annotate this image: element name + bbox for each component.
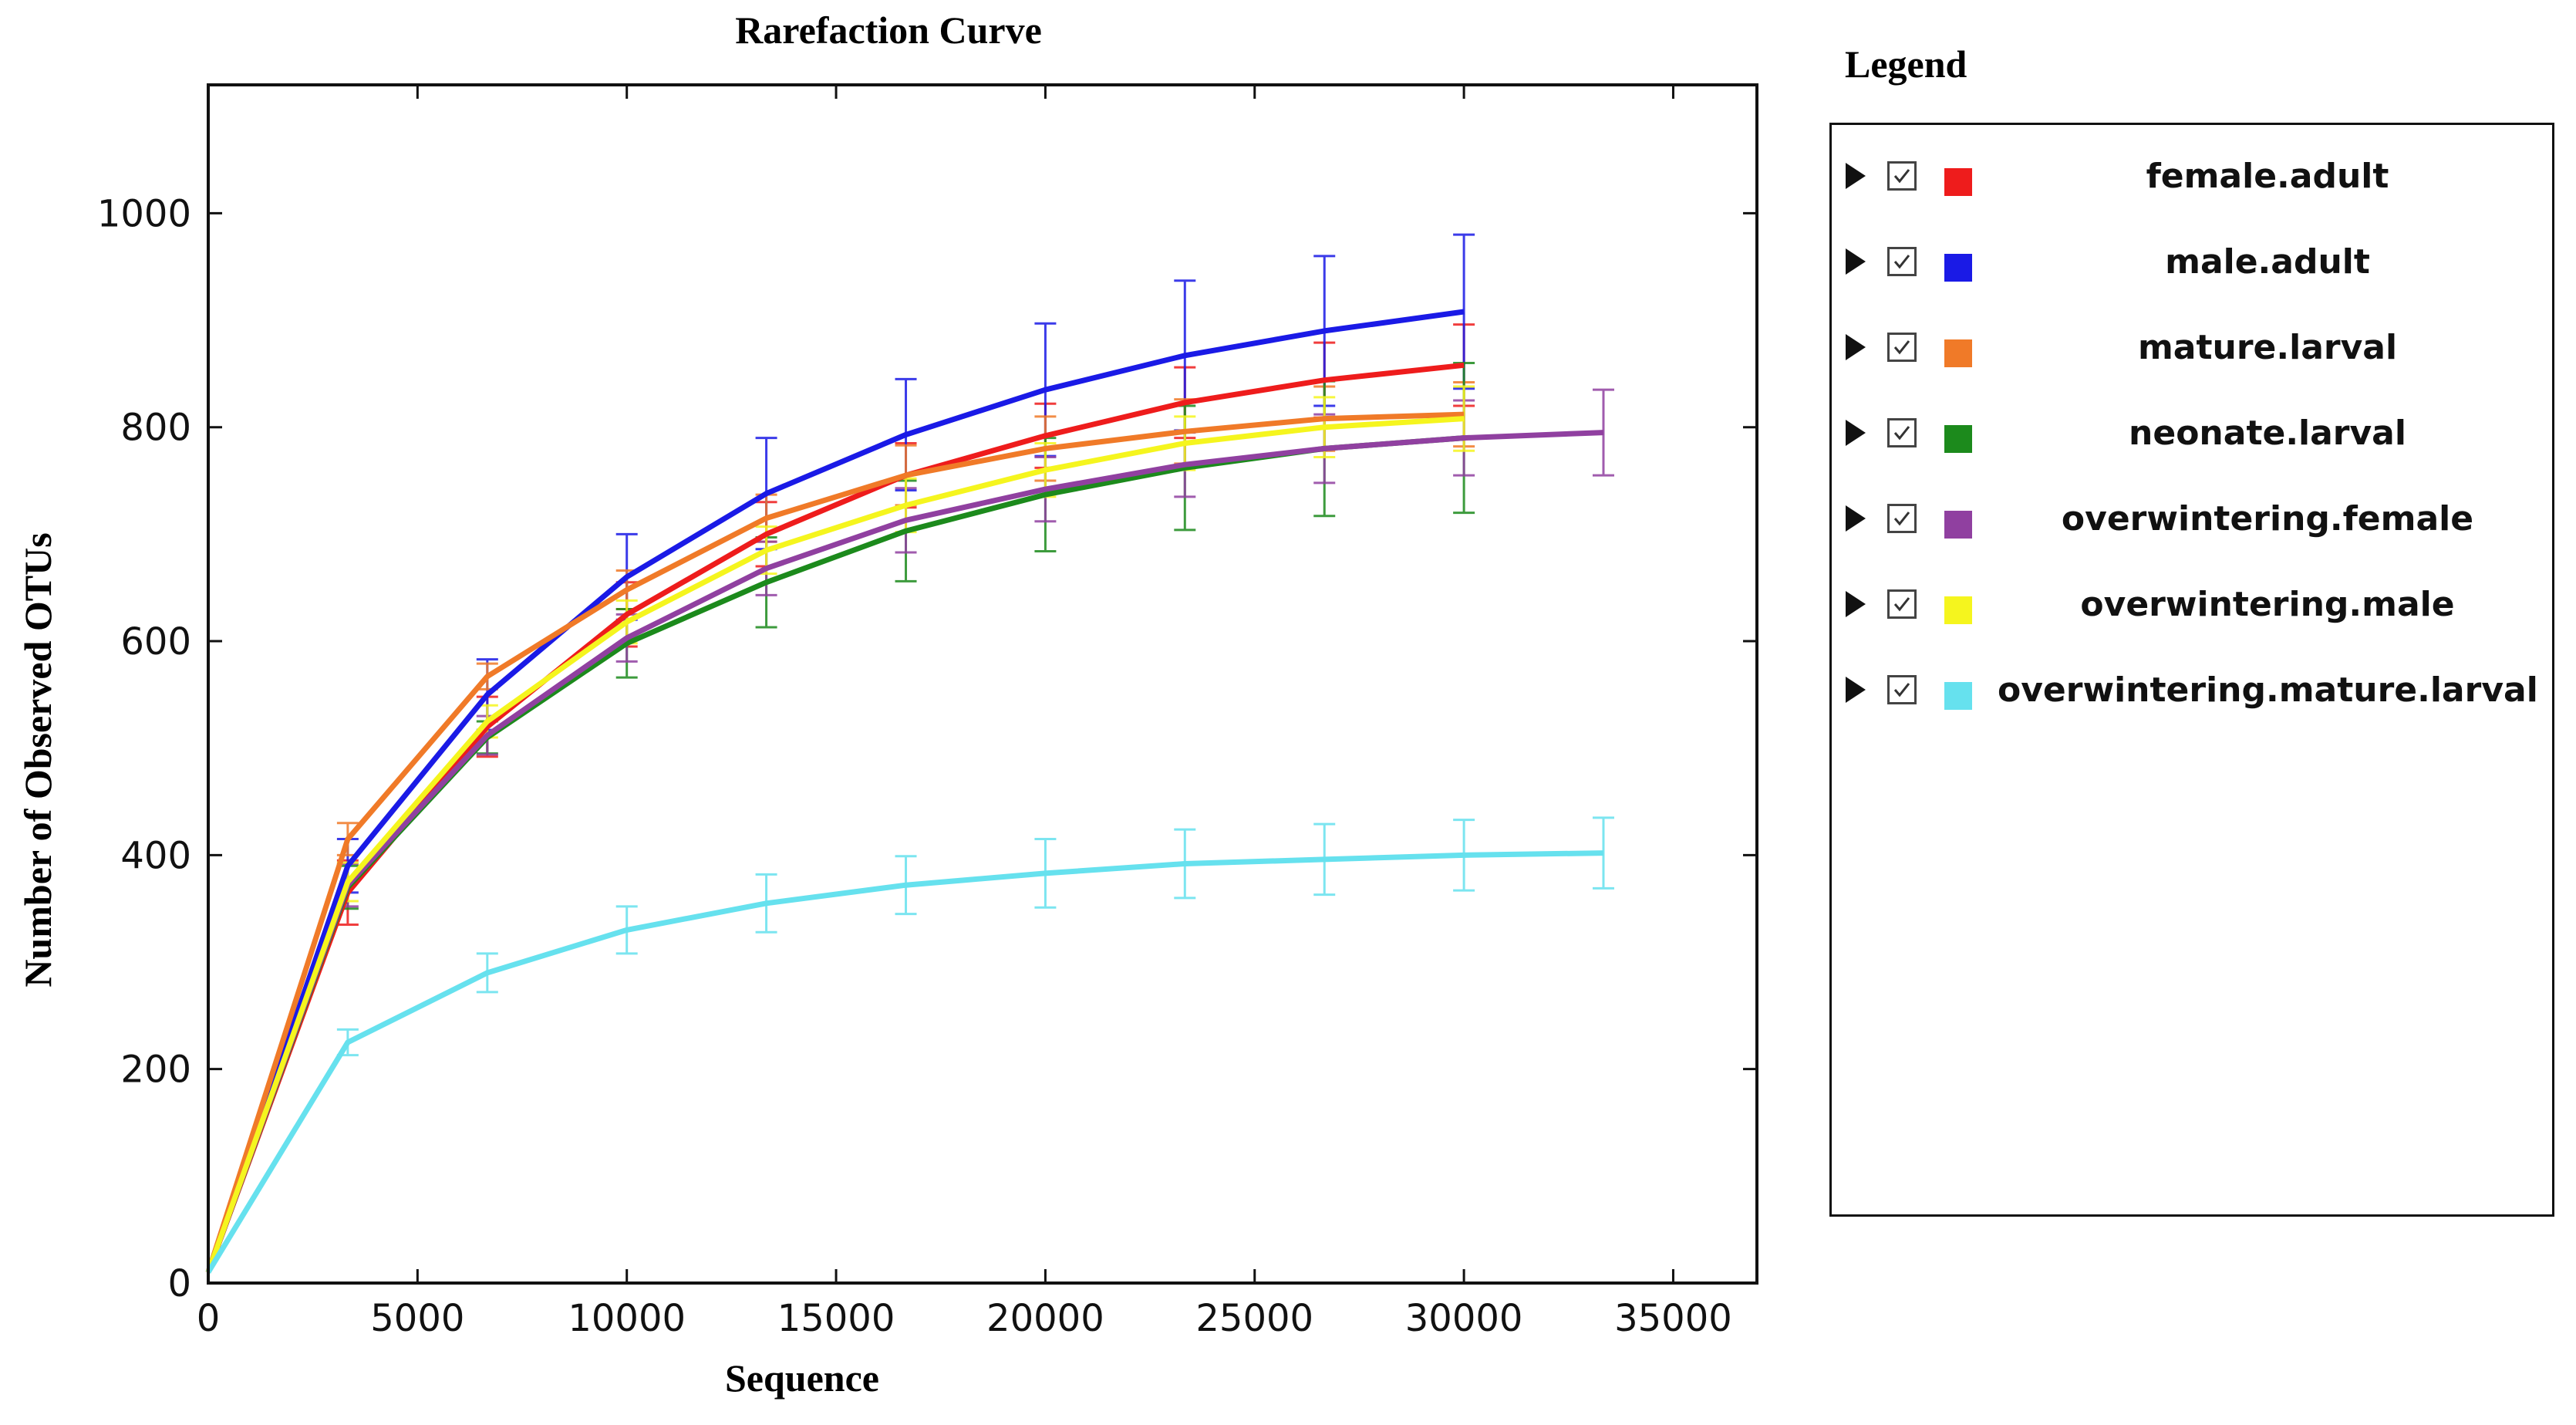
x-tick-label: 5000 [370,1297,464,1340]
legend-item-label: neonate.larval [2129,413,2406,453]
legend-item-label: overwintering.mature.larval [1998,670,2538,710]
legend-item-label: mature.larval [2137,327,2398,367]
x-tick-label: 35000 [1614,1297,1732,1340]
series-line-neonate-larval [205,435,1465,1274]
rarefaction-chart: Rarefaction Curve 0 5000 10000 15000 20000 25… [16,8,1758,1400]
x-axis-label: Sequence [725,1356,879,1400]
x-tick-label: 0 [197,1297,221,1340]
series-line-overwintering-female [205,430,1604,1274]
legend-item-overwintering-mature-larval[interactable]: overwintering.mature.larval [1832,659,2552,721]
expand-arrow-icon[interactable] [1846,334,1866,360]
legend-panel: female.adult male.adult mature.larval neona… [1829,123,2554,1217]
legend-title: Legend [1845,42,1967,86]
y-axis-label: Number of Observed OTUs [16,532,59,987]
legend-item-label: overwintering.female [2061,498,2474,539]
legend-item-label: overwintering.male [2080,584,2455,624]
checkbox-checked-icon[interactable] [1887,418,1917,447]
checkbox-checked-icon[interactable] [1887,333,1917,362]
expand-arrow-icon[interactable] [1846,505,1866,532]
y-tick-label: 600 [120,620,191,664]
legend-color-swatch [1944,425,1972,453]
y-tick-label: 400 [120,834,191,877]
legend-item-label: female.adult [2146,156,2389,196]
legend-item-overwintering-female[interactable]: overwintering.female [1832,488,2552,549]
legend-color-swatch [1944,339,1972,367]
x-tick-label: 30000 [1405,1297,1523,1340]
legend-color-swatch [1944,168,1972,196]
x-tick-label: 20000 [986,1297,1104,1340]
x-tick-label: 25000 [1195,1297,1313,1340]
chart-title: Rarefaction Curve [735,8,1042,52]
plot-frame [207,83,1758,1285]
legend-item-overwintering-male[interactable]: overwintering.male [1832,573,2552,635]
expand-arrow-icon[interactable] [1846,677,1866,703]
legend-item-male-adult[interactable]: male.adult [1832,231,2552,292]
series-line-female-adult [205,362,1465,1274]
y-tick-label: 1000 [97,192,191,235]
series-line-male-adult [205,309,1465,1274]
expand-arrow-icon[interactable] [1846,591,1866,617]
checkbox-checked-icon[interactable] [1887,504,1917,533]
series-overwintering-mature-larval [336,816,1614,1057]
series-line-mature-larval [205,411,1465,1274]
y-tick-label: 0 [167,1262,191,1305]
legend-color-swatch [1944,596,1972,624]
checkbox-checked-icon[interactable] [1887,675,1917,704]
legend-color-swatch [1944,254,1972,282]
series-line-overwintering-male [205,416,1465,1274]
x-tick-label: 15000 [777,1297,895,1340]
checkbox-checked-icon[interactable] [1887,247,1917,276]
legend-item-neonate-larval[interactable]: neonate.larval [1832,402,2552,464]
y-tick-label: 800 [120,407,191,450]
legend-color-swatch [1944,511,1972,539]
y-tick-label: 200 [120,1048,191,1092]
checkbox-checked-icon[interactable] [1887,161,1917,191]
expand-arrow-icon[interactable] [1846,420,1866,446]
legend-item-female-adult[interactable]: female.adult [1832,145,2552,207]
x-tick-label: 10000 [568,1297,686,1340]
series-line-overwintering-mature-larval [206,850,1604,1274]
legend-item-mature-larval[interactable]: mature.larval [1832,316,2552,378]
legend-color-swatch [1944,682,1972,710]
legend-item-label: male.adult [2165,241,2370,282]
expand-arrow-icon[interactable] [1846,163,1866,189]
checkbox-checked-icon[interactable] [1887,589,1917,619]
expand-arrow-icon[interactable] [1846,248,1866,275]
